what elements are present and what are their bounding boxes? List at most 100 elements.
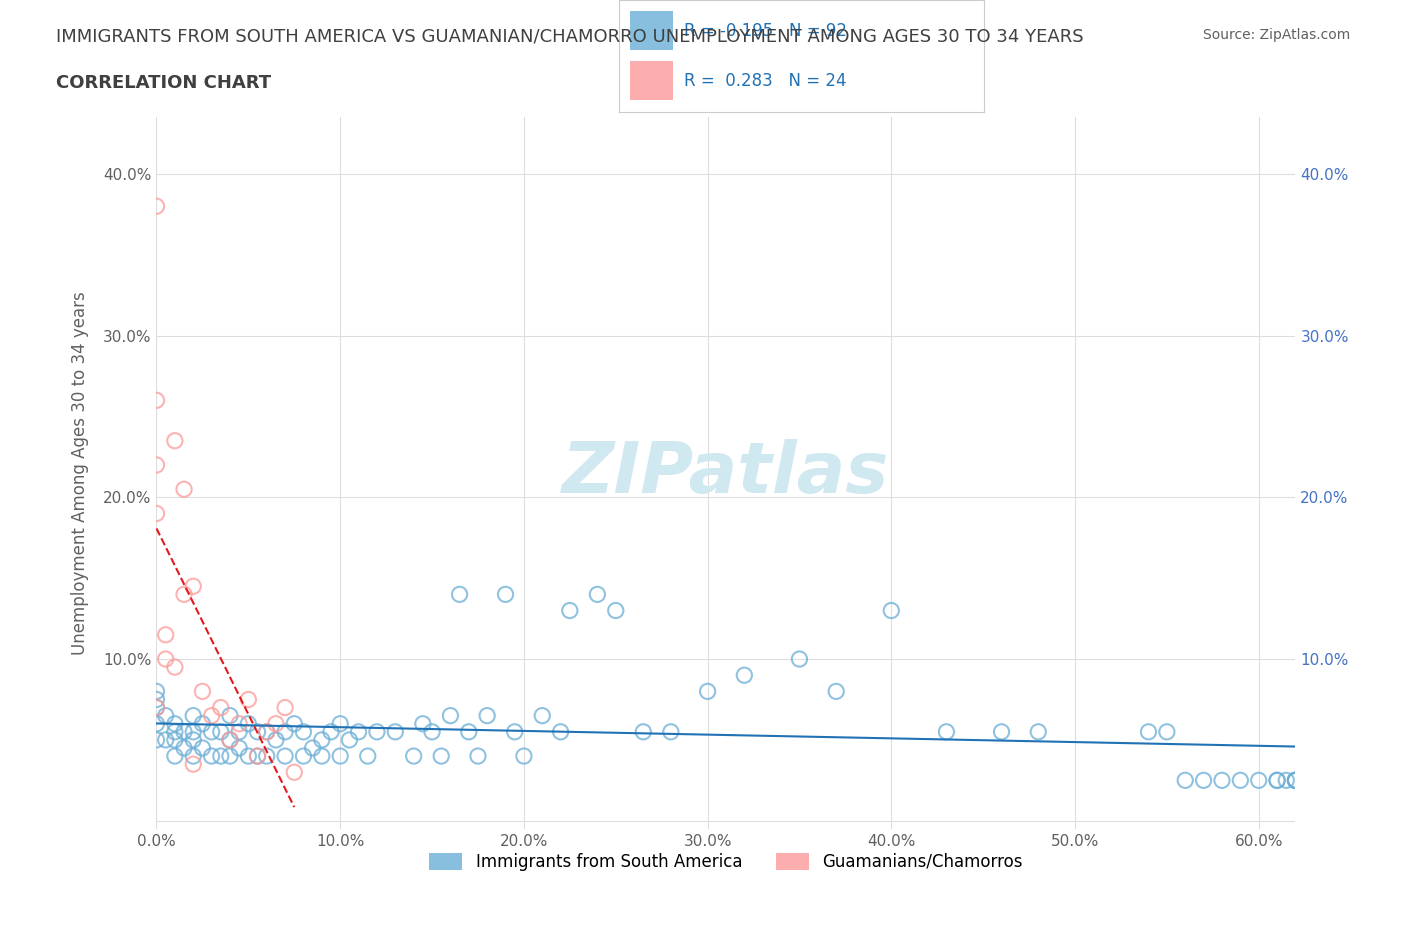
Point bbox=[228, 716, 250, 731]
Point bbox=[200, 709, 222, 724]
Point bbox=[420, 724, 443, 739]
Point bbox=[155, 733, 177, 748]
Text: Source: ZipAtlas.com: Source: ZipAtlas.com bbox=[1202, 28, 1350, 42]
Point bbox=[238, 749, 260, 764]
Point bbox=[181, 724, 204, 739]
Point bbox=[274, 749, 297, 764]
Point bbox=[1229, 773, 1251, 788]
Point bbox=[145, 700, 167, 715]
Point bbox=[283, 716, 305, 731]
Point bbox=[550, 724, 572, 739]
Point bbox=[173, 587, 195, 602]
Point bbox=[209, 700, 232, 715]
Point bbox=[209, 749, 232, 764]
Point bbox=[357, 749, 380, 764]
Point bbox=[256, 724, 278, 739]
Point bbox=[347, 724, 370, 739]
Point bbox=[264, 733, 287, 748]
Point bbox=[1284, 773, 1306, 788]
Point bbox=[311, 733, 333, 748]
Point bbox=[181, 709, 204, 724]
Point bbox=[145, 684, 167, 698]
Point bbox=[301, 740, 323, 755]
Point bbox=[145, 733, 167, 748]
Point bbox=[1174, 773, 1197, 788]
Point bbox=[200, 724, 222, 739]
Point bbox=[219, 733, 242, 748]
Point bbox=[467, 749, 489, 764]
Point bbox=[163, 659, 186, 674]
Point bbox=[1284, 773, 1306, 788]
Point bbox=[163, 733, 186, 748]
Point bbox=[430, 749, 453, 764]
Point bbox=[163, 724, 186, 739]
Point bbox=[935, 724, 957, 739]
Point bbox=[1156, 724, 1178, 739]
Point bbox=[228, 724, 250, 739]
Point bbox=[191, 740, 214, 755]
Point bbox=[1265, 773, 1288, 788]
Point bbox=[1192, 773, 1215, 788]
Point bbox=[366, 724, 388, 739]
Point bbox=[246, 749, 269, 764]
Point bbox=[145, 716, 167, 731]
Point bbox=[219, 709, 242, 724]
Point bbox=[181, 578, 204, 593]
Point bbox=[880, 603, 903, 618]
Point bbox=[145, 199, 167, 214]
Text: R =  0.283   N = 24: R = 0.283 N = 24 bbox=[685, 73, 846, 90]
Point bbox=[329, 749, 352, 764]
Point bbox=[1275, 773, 1298, 788]
Point bbox=[605, 603, 627, 618]
Point bbox=[238, 716, 260, 731]
Point bbox=[1137, 724, 1160, 739]
Point bbox=[173, 482, 195, 497]
Point bbox=[145, 392, 167, 407]
Point bbox=[789, 652, 811, 667]
Point bbox=[256, 749, 278, 764]
Point bbox=[155, 709, 177, 724]
Point bbox=[181, 733, 204, 748]
Point bbox=[449, 587, 471, 602]
Point bbox=[439, 709, 461, 724]
Point bbox=[163, 716, 186, 731]
Point bbox=[246, 724, 269, 739]
Legend: Immigrants from South America, Guamanians/Chamorros: Immigrants from South America, Guamanian… bbox=[422, 846, 1029, 877]
Point bbox=[495, 587, 517, 602]
Point bbox=[659, 724, 682, 739]
Point bbox=[155, 628, 177, 643]
Point bbox=[475, 709, 498, 724]
Point bbox=[200, 749, 222, 764]
Point bbox=[155, 652, 177, 667]
Point bbox=[274, 700, 297, 715]
Point bbox=[311, 749, 333, 764]
Point bbox=[503, 724, 526, 739]
Point bbox=[990, 724, 1012, 739]
Point bbox=[209, 724, 232, 739]
Point bbox=[586, 587, 609, 602]
Bar bbox=[630, 11, 673, 50]
Point bbox=[319, 724, 342, 739]
Point bbox=[145, 700, 167, 715]
Point bbox=[292, 749, 315, 764]
Point bbox=[402, 749, 425, 764]
Point bbox=[219, 749, 242, 764]
Point bbox=[238, 692, 260, 707]
Point bbox=[531, 709, 554, 724]
Text: IMMIGRANTS FROM SOUTH AMERICA VS GUAMANIAN/CHAMORRO UNEMPLOYMENT AMONG AGES 30 T: IMMIGRANTS FROM SOUTH AMERICA VS GUAMANI… bbox=[56, 28, 1084, 46]
Point bbox=[1026, 724, 1049, 739]
Point bbox=[384, 724, 406, 739]
Point bbox=[733, 668, 755, 683]
Point bbox=[246, 749, 269, 764]
Point bbox=[696, 684, 718, 698]
Point bbox=[256, 724, 278, 739]
Y-axis label: Unemployment Among Ages 30 to 34 years: Unemployment Among Ages 30 to 34 years bbox=[72, 291, 89, 655]
Point bbox=[292, 724, 315, 739]
Point bbox=[337, 733, 360, 748]
Bar bbox=[630, 61, 673, 100]
Point bbox=[283, 764, 305, 779]
Point bbox=[264, 716, 287, 731]
Point bbox=[163, 433, 186, 448]
Text: R = -0.195   N = 92: R = -0.195 N = 92 bbox=[685, 22, 848, 40]
Point bbox=[191, 716, 214, 731]
